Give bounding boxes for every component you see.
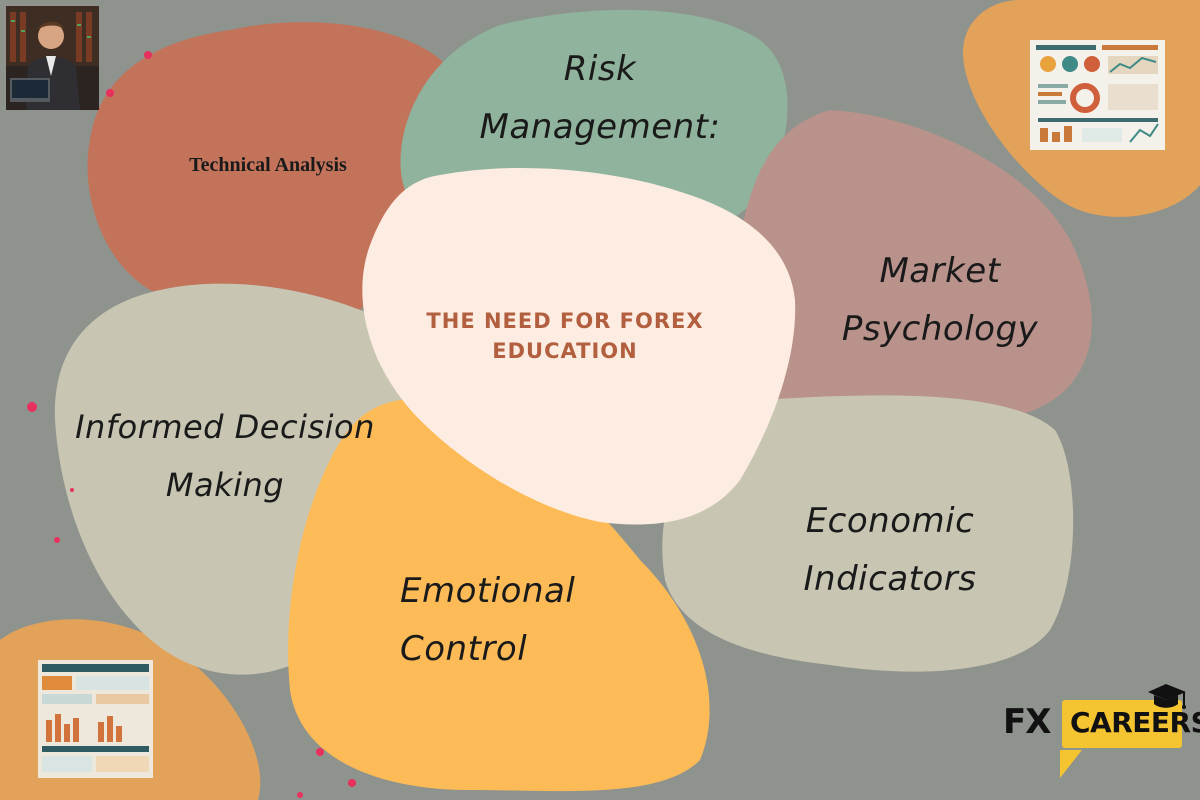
center-title: THE NEED FOR FOREX EDUCATION bbox=[380, 306, 750, 366]
logo-speech-tail bbox=[1060, 750, 1082, 778]
accent-dot bbox=[348, 779, 356, 787]
label-economic-line1: Economic bbox=[805, 501, 975, 541]
fx-careers-logo: FX CAREERS bbox=[1000, 680, 1200, 780]
label-economic-line2: Indicators bbox=[803, 559, 977, 599]
logo-prefix: FX bbox=[1003, 702, 1051, 742]
trader-photo-thumbnail bbox=[6, 6, 99, 110]
label-market-psychology: Market Psychology bbox=[800, 242, 1080, 358]
blob-emotional-control bbox=[288, 399, 710, 792]
logo-graphic bbox=[1060, 750, 1082, 778]
label-risk-line2: Management: bbox=[479, 107, 721, 147]
label-risk-management: Risk Management: bbox=[450, 40, 750, 156]
label-market-line2: Psychology bbox=[841, 309, 1039, 349]
label-informed-line1: Informed Decision bbox=[75, 408, 375, 446]
label-emotional-line1: Emotional bbox=[400, 571, 576, 611]
label-informed-decision: Informed Decision Making bbox=[60, 398, 390, 514]
center-title-line1: THE NEED FOR FOREX bbox=[426, 309, 704, 333]
blob-market-psychology bbox=[732, 110, 1092, 425]
blob-technical-analysis bbox=[87, 22, 457, 341]
label-informed-line2: Making bbox=[165, 466, 285, 504]
label-emotional-control: Emotional Control bbox=[400, 562, 610, 678]
logo-yellow-box bbox=[1062, 700, 1182, 748]
label-risk-line1: Risk bbox=[563, 49, 637, 89]
blob-economic-indicators bbox=[662, 395, 1074, 672]
blob-center bbox=[362, 167, 796, 525]
logo-name: CAREERS bbox=[1070, 706, 1200, 739]
accent-dot bbox=[70, 488, 74, 492]
accent-dot bbox=[54, 537, 60, 543]
label-economic-indicators: Economic Indicators bbox=[760, 492, 1020, 608]
label-market-line1: Market bbox=[879, 251, 1001, 291]
infographic-thumbnail-top bbox=[1030, 40, 1165, 150]
accent-dot bbox=[316, 748, 324, 756]
center-title-line2: EDUCATION bbox=[492, 339, 638, 363]
accent-dot bbox=[106, 89, 114, 97]
graduation-cap-icon bbox=[1148, 684, 1186, 709]
label-emotional-line2: Control bbox=[400, 629, 528, 669]
accent-dot bbox=[144, 51, 152, 59]
label-technical-analysis-text: Technical Analysis bbox=[189, 154, 347, 176]
accent-dot bbox=[297, 792, 303, 798]
infographic-thumbnail-bottom bbox=[38, 660, 153, 778]
accent-dot bbox=[27, 402, 37, 412]
label-technical-analysis: Technical Analysis bbox=[148, 153, 388, 177]
